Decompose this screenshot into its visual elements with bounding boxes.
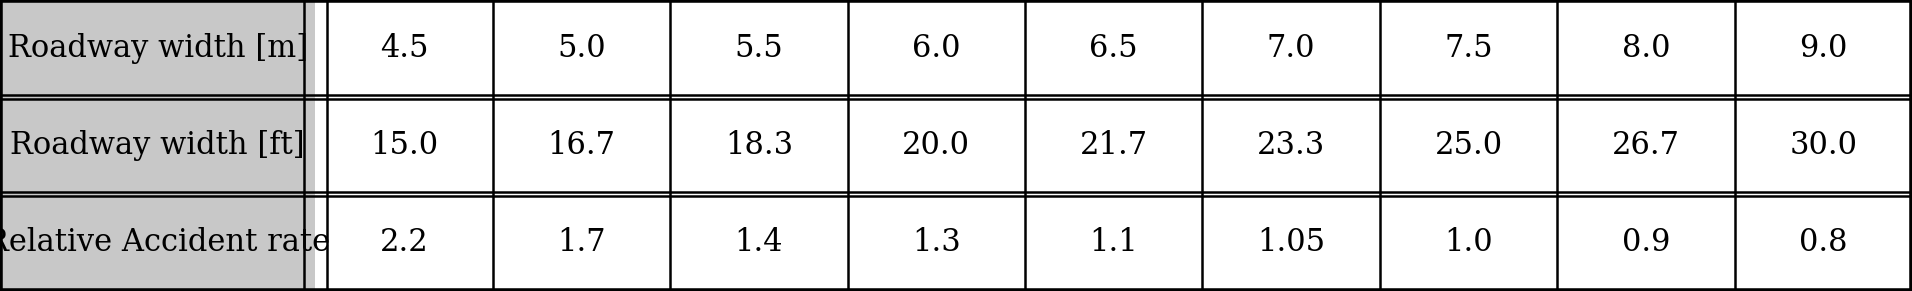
Text: 5.0: 5.0 xyxy=(556,33,606,64)
Bar xyxy=(1556,194,1734,291)
Bar xyxy=(1025,194,1203,291)
Text: 8.0: 8.0 xyxy=(1621,33,1671,64)
Bar xyxy=(0,194,315,291)
Bar xyxy=(847,0,1025,97)
Text: 1.0: 1.0 xyxy=(1444,227,1493,258)
Bar xyxy=(315,0,493,97)
Text: 9.0: 9.0 xyxy=(1799,33,1847,64)
Bar xyxy=(1380,194,1556,291)
Bar xyxy=(493,0,671,97)
Bar xyxy=(1203,0,1380,97)
Bar xyxy=(315,97,493,194)
Text: Roadway width [ft]: Roadway width [ft] xyxy=(10,130,306,161)
Text: 20.0: 20.0 xyxy=(902,130,971,161)
Bar xyxy=(671,97,847,194)
Text: Relative Accident rate: Relative Accident rate xyxy=(0,227,329,258)
Text: 0.9: 0.9 xyxy=(1621,227,1669,258)
Bar xyxy=(671,0,847,97)
Text: 7.0: 7.0 xyxy=(1268,33,1315,64)
Text: 26.7: 26.7 xyxy=(1612,130,1681,161)
Text: 30.0: 30.0 xyxy=(1790,130,1857,161)
Bar xyxy=(493,194,671,291)
Text: 6.0: 6.0 xyxy=(912,33,960,64)
Text: 1.05: 1.05 xyxy=(1256,227,1325,258)
Bar xyxy=(1556,97,1734,194)
Bar xyxy=(0,97,315,194)
Bar xyxy=(847,194,1025,291)
Bar xyxy=(847,97,1025,194)
Bar xyxy=(1734,97,1912,194)
Text: 15.0: 15.0 xyxy=(371,130,438,161)
Bar xyxy=(1556,0,1734,97)
Bar xyxy=(1025,0,1203,97)
Text: 18.3: 18.3 xyxy=(725,130,793,161)
Text: 4.5: 4.5 xyxy=(380,33,428,64)
Text: 25.0: 25.0 xyxy=(1434,130,1503,161)
Bar xyxy=(493,97,671,194)
Bar xyxy=(315,194,493,291)
Text: 1.4: 1.4 xyxy=(734,227,784,258)
Bar xyxy=(0,0,315,97)
Bar xyxy=(1734,0,1912,97)
Text: 21.7: 21.7 xyxy=(1080,130,1147,161)
Text: 2.2: 2.2 xyxy=(380,227,428,258)
Text: 7.5: 7.5 xyxy=(1444,33,1493,64)
Text: 16.7: 16.7 xyxy=(547,130,616,161)
Text: 5.5: 5.5 xyxy=(734,33,784,64)
Text: 0.8: 0.8 xyxy=(1799,227,1847,258)
Bar xyxy=(1380,97,1556,194)
Bar xyxy=(1734,194,1912,291)
Text: 1.7: 1.7 xyxy=(556,227,606,258)
Text: Roadway width [m]: Roadway width [m] xyxy=(8,33,308,64)
Text: 1.1: 1.1 xyxy=(1090,227,1138,258)
Bar xyxy=(1025,97,1203,194)
Bar xyxy=(1203,194,1380,291)
Bar xyxy=(1380,0,1556,97)
Bar xyxy=(671,194,847,291)
Bar xyxy=(1203,97,1380,194)
Text: 1.3: 1.3 xyxy=(912,227,960,258)
Text: 23.3: 23.3 xyxy=(1256,130,1325,161)
Text: 6.5: 6.5 xyxy=(1090,33,1138,64)
